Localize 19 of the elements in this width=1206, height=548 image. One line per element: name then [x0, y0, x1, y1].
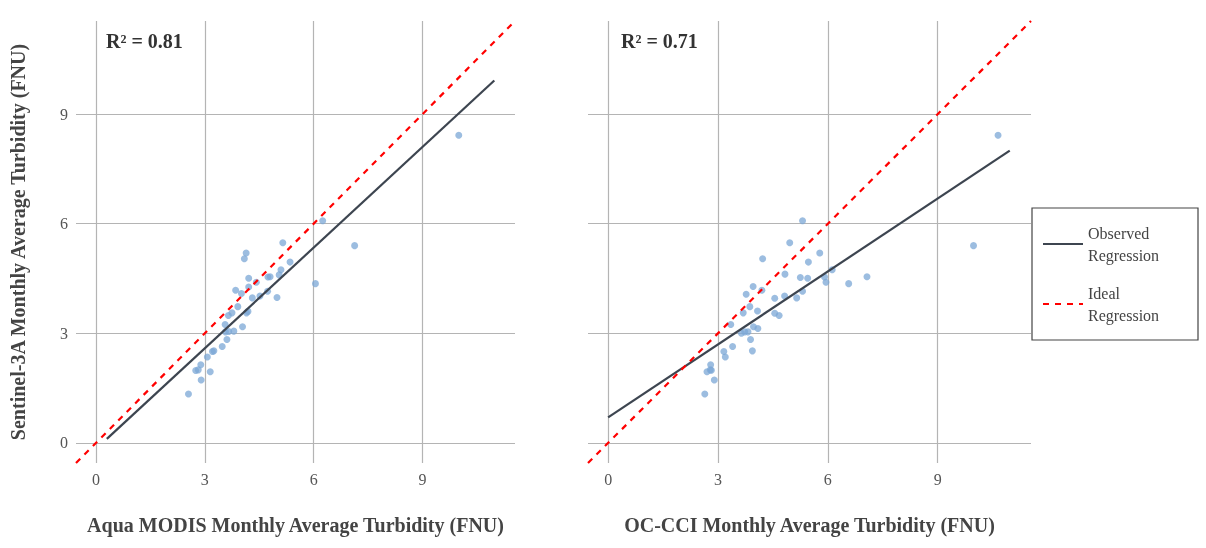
legend-label: Observed Regression [1088, 224, 1160, 265]
x-tick-label: 9 [933, 470, 942, 488]
x-tick-label: 0 [604, 470, 613, 488]
y-tick-label: 9 [60, 105, 68, 123]
x-axis-title: OC-CCI Monthly Average Turbidity (FNU) [624, 514, 995, 537]
y-axis-title: Sentinel-3A Monthly Average Turbidity (FNU) [7, 43, 30, 441]
x-tick-label: 3 [713, 470, 722, 488]
annotation: R² = 0.81 [106, 30, 183, 52]
y-tick-label: 0 [60, 434, 68, 452]
legend-label: Ideal Regression [1088, 284, 1160, 325]
x-tick-label: 0 [91, 470, 100, 488]
x-tick-label: 9 [418, 470, 427, 488]
x-tick-label: 3 [200, 470, 209, 488]
x-tick-label: 6 [309, 470, 318, 488]
annotation: R² = 0.71 [621, 30, 698, 52]
x-tick-label: 6 [823, 470, 832, 488]
x-axis-title: Aqua MODIS Monthly Average Turbidity (FNU) [87, 514, 504, 537]
y-tick-label: 3 [60, 324, 68, 342]
y-tick-label: 6 [60, 215, 68, 233]
